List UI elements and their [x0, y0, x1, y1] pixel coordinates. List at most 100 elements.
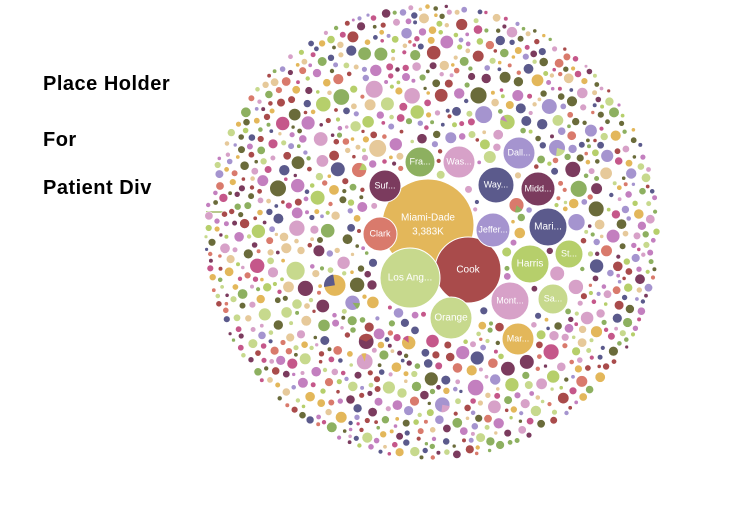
- filler-bubble: [407, 39, 413, 45]
- filler-bubble: [333, 107, 339, 113]
- county-bubble-circle[interactable]: [379, 247, 441, 309]
- filler-bubble: [608, 192, 615, 198]
- county-bubble-circle[interactable]: [404, 146, 436, 178]
- filler-bubble: [303, 302, 311, 310]
- filler-bubble: [280, 258, 286, 264]
- county-bubble-circle[interactable]: [537, 283, 569, 315]
- filler-bubble: [254, 106, 260, 112]
- county-bubble[interactable]: Los Ang...: [379, 247, 441, 309]
- county-bubble[interactable]: Suf...: [368, 169, 402, 203]
- filler-bubble: [606, 207, 612, 213]
- filler-bubble: [312, 68, 322, 78]
- county-bubble-circle[interactable]: [520, 171, 556, 207]
- filler-bubble: [224, 292, 230, 298]
- filler-bubble: [418, 27, 427, 37]
- filler-bubble: [604, 96, 615, 107]
- county-bubble[interactable]: St...: [554, 239, 584, 269]
- county-bubble[interactable]: Way...: [477, 166, 515, 204]
- filler-bubble: [454, 9, 461, 16]
- filler-bubble: [333, 25, 339, 31]
- filler-bubble: [344, 147, 352, 154]
- filler-bubble: [431, 78, 441, 88]
- filler-bubble: [467, 117, 476, 126]
- county-bubble-circle[interactable]: [362, 216, 398, 252]
- county-bubble[interactable]: Harris: [510, 244, 550, 284]
- filler-bubble: [326, 346, 333, 352]
- county-bubble[interactable]: Sa...: [537, 283, 569, 315]
- filler-bubble: [416, 436, 422, 442]
- county-bubble-circle[interactable]: [429, 296, 473, 340]
- filler-bubble: [327, 398, 335, 407]
- filler-bubble: [340, 315, 346, 321]
- filler-bubble: [342, 61, 350, 69]
- filler-bubble: [583, 229, 589, 235]
- filler-bubble: [500, 361, 516, 377]
- filler-bubble: [442, 423, 452, 433]
- county-bubble[interactable]: Mont...: [490, 281, 530, 321]
- filler-bubble: [513, 437, 521, 444]
- filler-bubble: [413, 362, 421, 370]
- county-bubble[interactable]: Mar...: [501, 322, 535, 356]
- county-bubble-circle[interactable]: [490, 281, 530, 321]
- county-bubble[interactable]: Midd...: [520, 171, 556, 207]
- filler-bubble: [321, 179, 329, 187]
- filler-bubble: [530, 405, 542, 417]
- county-bubble[interactable]: Jeffer...: [475, 212, 511, 248]
- filler-bubble: [586, 143, 592, 149]
- filler-bubble: [364, 250, 370, 256]
- county-bubble-circle[interactable]: [368, 169, 402, 203]
- filler-bubble: [555, 195, 562, 201]
- filler-bubble: [361, 74, 370, 82]
- filler-bubble: [531, 58, 538, 65]
- filler-bubble: [583, 172, 589, 179]
- county-bubble[interactable]: Mari...: [528, 207, 568, 247]
- filler-bubble: [428, 443, 436, 450]
- filler-bubble: [344, 20, 351, 27]
- filler-bubble: [562, 65, 570, 73]
- filler-bubble: [410, 11, 419, 20]
- filler-bubble: [247, 356, 255, 364]
- filler-bubble: [300, 340, 309, 349]
- filler-bubble: [395, 432, 404, 441]
- filler-bubble: [652, 209, 658, 215]
- filler-bubble: [259, 277, 265, 282]
- filler-bubble: [347, 433, 353, 439]
- filler-bubble: [478, 366, 484, 373]
- filler-bubble: [432, 5, 439, 12]
- county-bubble[interactable]: Was...: [442, 145, 476, 179]
- filler-bubble: [328, 150, 340, 162]
- filler-bubble: [312, 244, 326, 257]
- filler-bubble: [649, 188, 656, 195]
- filler-bubble: [536, 353, 543, 360]
- county-bubble-circle[interactable]: [501, 322, 535, 356]
- filler-bubble: [483, 150, 497, 164]
- county-bubble-circle[interactable]: [477, 166, 515, 204]
- county-bubble[interactable]: Fra...: [404, 146, 436, 178]
- filler-bubble: [346, 30, 360, 44]
- filler-bubble: [618, 120, 625, 127]
- county-bubble-circle[interactable]: [442, 145, 476, 179]
- filler-bubble: [467, 379, 485, 397]
- filler-bubble: [361, 66, 368, 73]
- county-bubble[interactable]: Orange: [429, 296, 473, 340]
- filler-bubble: [288, 108, 302, 122]
- filler-bubble: [618, 242, 627, 250]
- filler-bubble: [485, 40, 495, 50]
- filler-bubble: [545, 325, 551, 331]
- filler-bubble: [231, 337, 236, 343]
- filler-bubble: [599, 132, 609, 141]
- filler-bubble: [285, 347, 293, 356]
- filler-bubble: [587, 223, 593, 229]
- filler-bubble: [589, 258, 604, 274]
- county-bubble-circle[interactable]: [475, 212, 511, 248]
- county-bubble-circle[interactable]: [554, 239, 584, 269]
- county-bubble-circle[interactable]: [510, 244, 550, 284]
- filler-bubble: [507, 439, 514, 446]
- county-bubble-circle[interactable]: [528, 207, 568, 247]
- county-bubble[interactable]: Dall...: [502, 136, 536, 170]
- county-bubble[interactable]: Clark: [362, 216, 398, 252]
- filler-bubble: [353, 214, 362, 223]
- filler-bubble: [249, 284, 255, 290]
- county-bubble-circle[interactable]: [502, 136, 536, 170]
- filler-bubble: [216, 155, 222, 161]
